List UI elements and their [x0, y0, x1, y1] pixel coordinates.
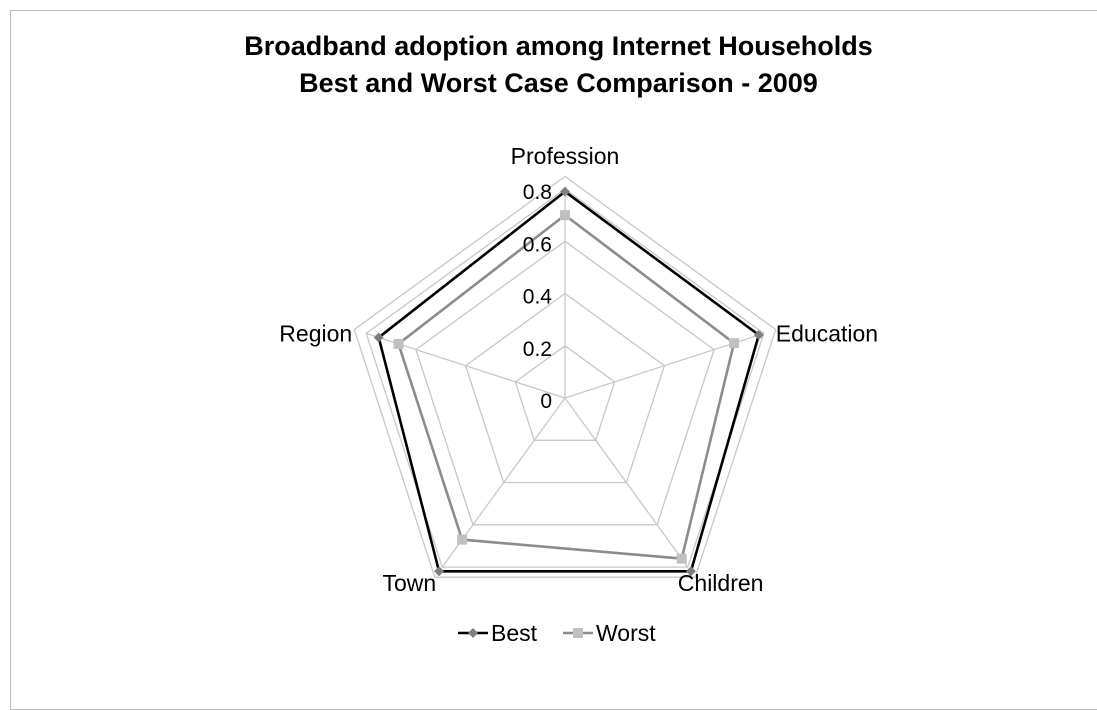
- grid-outer-ring: [353, 175, 777, 578]
- chart-title-block: Broadband adoption among Internet Househ…: [10, 28, 1097, 102]
- data-point-best: [753, 330, 764, 341]
- data-point-best: [434, 566, 445, 577]
- series-line-best: [377, 189, 761, 573]
- grid-ring: [464, 292, 666, 484]
- legend-label-best: Best: [491, 620, 538, 646]
- category-label: Region: [279, 320, 352, 346]
- chart-title: Broadband adoption among Internet Househ…: [244, 31, 873, 61]
- legend-marker-best: [468, 628, 478, 638]
- legend-label-worst: Worst: [596, 620, 656, 646]
- tick-label: 0: [540, 390, 552, 413]
- data-point-worst: [676, 553, 687, 564]
- data-point-worst: [457, 534, 468, 545]
- category-label: Education: [776, 320, 878, 346]
- tick-label: 0.6: [523, 233, 552, 256]
- grid-ring: [415, 240, 715, 526]
- data-point-best: [685, 566, 696, 577]
- category-label: Town: [382, 570, 436, 596]
- category-label: Children: [678, 570, 764, 596]
- grid-ring: [514, 344, 616, 441]
- data-point-worst: [393, 338, 404, 349]
- tick-label: 0.4: [523, 286, 553, 309]
- data-point-worst: [728, 338, 739, 349]
- tick-label: 0.2: [523, 338, 552, 361]
- grid-ring: [365, 188, 765, 568]
- legend-marker-worst: [573, 628, 583, 638]
- radar-chart: 0 0.2 0.4 0.6 0.8 Profession Education Children…: [279, 143, 878, 646]
- tick-label: 0.8: [523, 181, 552, 204]
- data-point-best: [373, 332, 384, 343]
- chart-subtitle: Best and Worst Case Comparison - 2009: [299, 68, 818, 98]
- grid-spoke: [564, 397, 689, 568]
- series-line-worst: [396, 213, 736, 560]
- data-point-worst: [560, 210, 570, 221]
- category-label: Profession: [511, 143, 620, 169]
- data-point-best: [560, 186, 570, 197]
